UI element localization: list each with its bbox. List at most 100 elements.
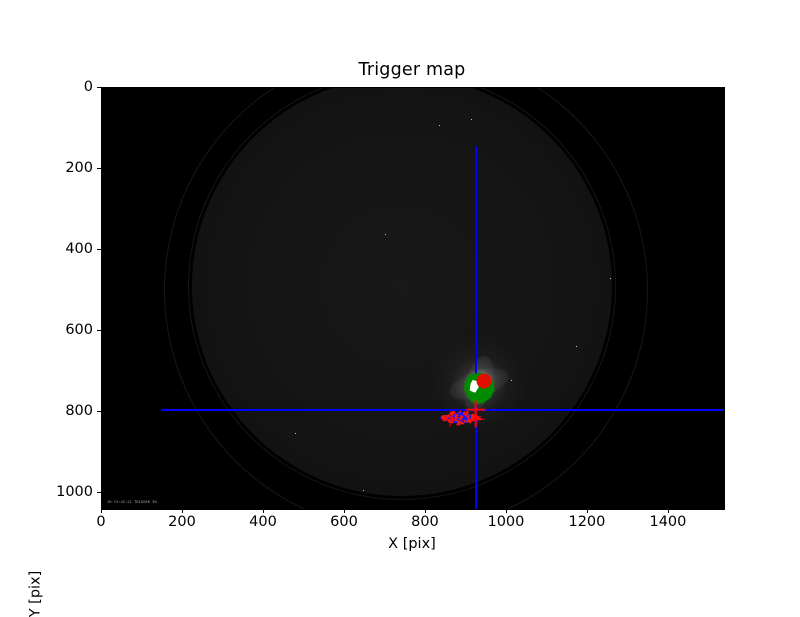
trace-sample-point	[459, 416, 462, 418]
x-tick-label: 1200	[568, 514, 606, 530]
x-tick-label: 800	[411, 514, 439, 530]
trace-sample-point	[450, 415, 453, 418]
y-tick	[97, 248, 101, 250]
trace-sample-point	[451, 421, 453, 424]
trace-sample-point	[466, 414, 468, 416]
trace-sample-point	[454, 412, 456, 415]
hot-pixel	[439, 125, 440, 126]
trace-sample-point	[458, 412, 460, 414]
trace-sample-point	[461, 416, 464, 419]
trace-sample-point	[472, 414, 474, 416]
y-tick-label: 600	[65, 321, 93, 338]
trace-sample-point	[476, 415, 479, 418]
matplotlib-figure: Trigger map JH 13:42:21 TRIGGER 30	[0, 0, 800, 600]
trace-sample-point	[477, 416, 480, 419]
trace-sample-point	[464, 420, 466, 423]
trace-sample-point	[442, 419, 445, 422]
trace-sample-point	[452, 414, 455, 417]
x-tick-label: 200	[168, 514, 196, 530]
x-tick-label: 1400	[649, 514, 687, 530]
trace-sample-point	[457, 423, 460, 426]
x-tick	[101, 509, 102, 513]
trace-sample-point	[470, 418, 472, 421]
x-tick	[667, 509, 669, 513]
trace-sample-point	[442, 416, 444, 419]
trace-sample-point	[459, 418, 462, 421]
x-tick-label: 600	[330, 514, 358, 530]
trace-sample-point	[448, 420, 451, 423]
trace-sample-point	[465, 420, 467, 423]
trace-sample-point	[462, 422, 464, 425]
saturation-patch-marker	[469, 379, 479, 393]
trace-sample-point	[442, 417, 444, 420]
x-tick	[262, 509, 264, 513]
trace-sample-point	[451, 417, 454, 419]
y-tick-label: 200	[65, 159, 93, 176]
x-tick	[586, 509, 588, 513]
trace-sample-point	[461, 419, 464, 422]
trace-sample-point	[454, 417, 457, 419]
x-tick-label: 400	[249, 514, 277, 530]
trace-sample-point	[460, 421, 462, 424]
y-tick-label: 800	[65, 402, 93, 419]
hot-pixel	[295, 433, 296, 434]
pupil-edge-ring	[188, 88, 616, 500]
crosshair-vertical	[474, 145, 477, 509]
x-tick-label: 0	[96, 514, 106, 530]
trace-sample-point	[442, 415, 444, 417]
y-axis-label: Y [pix]	[27, 570, 44, 617]
trace-sample-point	[478, 418, 480, 420]
trace-sample-point	[448, 416, 451, 418]
trace-sample-point	[471, 416, 473, 419]
trace-sample-point	[449, 413, 452, 416]
trace-sample-point	[456, 419, 458, 422]
trace-sample-point	[474, 415, 477, 418]
trace-sample-point	[467, 419, 469, 421]
trace-sample-point	[463, 411, 466, 414]
x-tick	[343, 509, 345, 513]
trace-sample-point	[459, 410, 462, 412]
trace-sample-point	[456, 414, 458, 417]
y-tick	[97, 87, 101, 88]
trace-sample-point	[444, 414, 446, 417]
trace-sample-point	[467, 420, 470, 423]
trace-sample-point	[472, 418, 475, 421]
trace-sample-point	[452, 418, 454, 421]
trace-sample-point	[471, 419, 473, 422]
hot-pixel	[576, 346, 577, 347]
trace-sample-point	[465, 415, 468, 418]
image-timestamp-stamp: JH 13:42:21 TRIGGER 30	[107, 500, 157, 504]
trace-sample-point	[453, 411, 455, 414]
pupil-halo	[192, 88, 612, 496]
trace-sample-point	[467, 416, 470, 419]
crosshair-horizontal	[161, 408, 724, 411]
y-tick-label: 400	[65, 240, 93, 257]
trace-sample-point	[451, 420, 453, 422]
trace-sample-point	[462, 411, 465, 414]
trace-sample-point	[463, 413, 465, 415]
y-tick-label: 0	[83, 79, 93, 95]
hot-pixel	[511, 380, 512, 381]
trace-sample-point	[460, 422, 463, 425]
trace-sample-point	[467, 411, 469, 414]
trace-sample-point	[464, 412, 467, 415]
trace-sample-point	[443, 416, 445, 419]
trace-sample-point	[471, 414, 473, 416]
x-tick-label: 1000	[487, 514, 525, 530]
detector-image: JH 13:42:21 TRIGGER 30	[102, 88, 724, 509]
trace-sample-point	[447, 413, 450, 416]
trace-sample-point	[444, 418, 447, 420]
trace-sample-point	[455, 416, 458, 418]
trace-sample-point	[454, 415, 457, 417]
hot-pixel	[471, 119, 472, 120]
y-axis-label-wrap: Y [pix]	[12, 297, 43, 617]
plot-axes[interactable]: JH 13:42:21 TRIGGER 30	[101, 87, 725, 510]
trace-sample-point	[445, 418, 448, 421]
vignette-outer-arc	[164, 88, 648, 509]
trace-sample-point	[476, 416, 479, 419]
trace-sample-point	[445, 416, 448, 418]
page-title: Trigger map	[358, 60, 466, 80]
trace-sample-point	[475, 417, 477, 420]
trace-sample-point	[446, 415, 449, 418]
hot-pixel	[610, 278, 611, 279]
